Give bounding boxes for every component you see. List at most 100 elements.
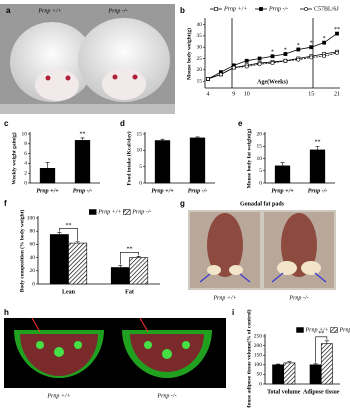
marker	[244, 58, 249, 63]
x-tick-label: Prnp -/-	[308, 188, 328, 194]
y-tick-label: 80	[30, 228, 36, 234]
legend-marker	[214, 7, 218, 11]
y-tick-label: 100	[27, 215, 36, 221]
marker	[322, 54, 327, 59]
y-tick-label: 5	[259, 168, 262, 174]
x-tick-label: Adipose tissue	[303, 389, 340, 395]
bracket	[315, 336, 328, 363]
annotation: *	[271, 50, 274, 56]
bar	[39, 168, 56, 184]
error-bar	[315, 145, 320, 150]
y-tick-label: 0	[24, 180, 27, 186]
y-tick-label: 20	[30, 268, 36, 274]
y-tick-label: 6	[24, 151, 27, 157]
panel-label: h	[4, 308, 9, 317]
y-tick-label: 2	[24, 170, 27, 176]
annotation: **	[80, 131, 86, 137]
marker	[206, 77, 210, 81]
bar	[274, 165, 291, 184]
error-bar	[195, 136, 200, 138]
error-bar	[80, 137, 85, 141]
x-tick-label: Fat	[125, 289, 134, 295]
annotation: **	[66, 223, 72, 229]
y-tick-label: 0	[139, 180, 142, 186]
annotation: **	[334, 27, 340, 33]
legend-marker	[304, 7, 308, 11]
x-tick-label: Prnp +/+	[271, 188, 294, 194]
bar	[49, 234, 69, 285]
y-axis-title: Food intake (Kcal/day)	[125, 131, 132, 185]
x-tick-label: 4	[207, 91, 210, 97]
annotation: *	[310, 41, 313, 47]
marker	[296, 47, 301, 52]
marker	[309, 55, 314, 60]
y-axis-title: Mouse adipose tissue volume(% of control…	[245, 309, 252, 408]
x-tick-label: Total volume	[267, 389, 301, 395]
y-tick-label: 20	[197, 67, 203, 73]
error-bar	[75, 241, 80, 244]
y-tick-label: 15	[197, 78, 203, 84]
y-tick-label: 0	[32, 281, 35, 287]
x-tick-label: Prnp -/-	[73, 188, 93, 194]
y-tick-label: 20	[257, 131, 263, 137]
bar	[110, 267, 130, 285]
error-bar	[45, 162, 50, 169]
error-bar	[136, 255, 141, 258]
legend-swatch	[296, 327, 304, 333]
marker	[257, 62, 262, 67]
annotation: **	[318, 331, 324, 337]
legend-label: Prnp +/+	[223, 6, 247, 12]
marker	[270, 61, 275, 65]
photo-h	[4, 317, 226, 388]
y-tick-label: 250	[254, 333, 263, 339]
legend-label: Prnp -/-	[268, 6, 288, 12]
legend-label: C57BL/6J	[314, 6, 339, 12]
panel-label: e	[238, 119, 243, 128]
error-bar	[280, 162, 285, 166]
panel-label: i	[232, 308, 234, 317]
marker	[270, 54, 275, 59]
bar	[320, 343, 333, 385]
y-tick-label: 35	[197, 33, 203, 39]
photo-title: Gonadal fat pads	[240, 201, 285, 207]
y-tick-label: 0	[259, 381, 262, 387]
bar	[283, 362, 296, 385]
marker	[283, 58, 288, 63]
annotation: **	[127, 247, 133, 253]
legend-marker	[259, 7, 263, 11]
marker	[335, 50, 339, 55]
bar	[309, 149, 326, 184]
x-tick-label: 10	[244, 91, 250, 97]
panel-label: a	[6, 6, 11, 15]
legend-label: Prnp +/+	[97, 209, 121, 215]
error-bar	[313, 363, 318, 365]
y-tick-label: 40	[197, 22, 203, 28]
legend-swatch	[330, 327, 338, 333]
y-axis-title: Mouse body weight(g)	[185, 28, 192, 80]
bracket	[59, 228, 78, 241]
marker	[322, 40, 327, 45]
x-tick-label: 9	[232, 91, 235, 97]
annotation: *	[323, 36, 326, 42]
y-tick-label: 10	[22, 131, 28, 137]
bracket	[120, 251, 139, 265]
photo-label: Prnp -/-	[107, 8, 127, 14]
error-bar	[276, 363, 281, 365]
marker	[283, 52, 288, 56]
photo-g	[188, 210, 336, 290]
error-bar	[57, 232, 62, 235]
y-tick-label: 8	[24, 141, 27, 147]
bar	[68, 242, 88, 285]
photo-label: Prnp -/-	[156, 393, 176, 399]
bar	[272, 364, 285, 385]
legend-label: Prnp +/+	[305, 327, 329, 333]
y-tick-label: 100	[254, 362, 263, 368]
x-tick-label: 21	[334, 91, 340, 97]
marker	[244, 64, 249, 69]
y-tick-label: 200	[254, 343, 263, 349]
y-tick-label: 40	[30, 255, 36, 261]
x-axis-title: Age(Weeks)	[257, 78, 288, 85]
x-tick-label: Prnp -/-	[188, 188, 208, 194]
y-tick-label: 25	[197, 56, 203, 62]
